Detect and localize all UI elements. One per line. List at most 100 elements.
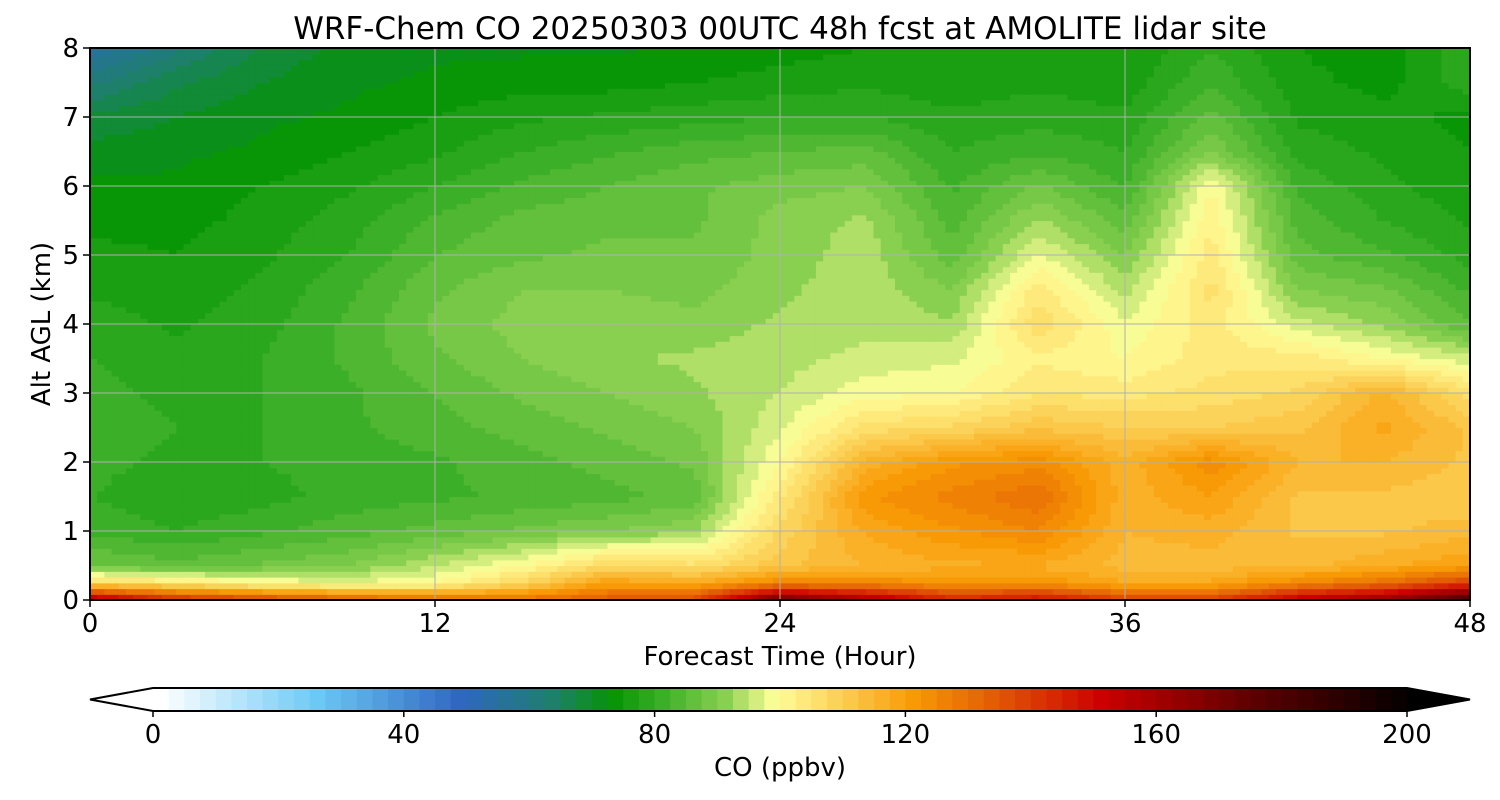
contour-cell	[1053, 462, 1061, 468]
contour-cell	[1269, 479, 1277, 485]
contour-cell	[1017, 474, 1025, 480]
contour-cell	[737, 548, 745, 554]
contour-cell	[421, 554, 429, 560]
contour-cell	[485, 451, 493, 457]
contour-cell	[435, 508, 443, 514]
contour-cell	[1420, 514, 1428, 520]
contour-cell	[622, 474, 630, 480]
contour-cell	[1211, 508, 1219, 514]
contour-cell	[1441, 577, 1449, 583]
contour-cell	[1096, 583, 1104, 589]
contour-cell	[370, 479, 378, 485]
contour-cell	[1103, 468, 1111, 474]
contour-cell	[636, 537, 644, 543]
contour-cell	[457, 502, 465, 508]
contour-cell	[615, 577, 623, 583]
contour-cell	[888, 502, 896, 508]
contour-cell	[356, 474, 364, 480]
contour-cell	[996, 502, 1004, 508]
contour-cell	[421, 497, 429, 503]
contour-cell	[608, 468, 616, 474]
contour-cell	[126, 548, 134, 554]
contour-cell	[974, 497, 982, 503]
contour-cell	[543, 502, 551, 508]
contour-cell	[270, 520, 278, 526]
contour-cell	[1276, 566, 1284, 572]
contour-cell	[1075, 577, 1083, 583]
contour-cell	[1111, 520, 1119, 526]
contour-cell	[758, 548, 766, 554]
contour-cell	[1168, 468, 1176, 474]
contour-cell	[126, 566, 134, 572]
contour-cell	[392, 577, 400, 583]
contour-cell	[1405, 548, 1413, 554]
contour-cell	[1341, 548, 1349, 554]
contour-cell	[198, 531, 206, 537]
contour-cell	[1082, 537, 1090, 543]
contour-cell	[270, 502, 278, 508]
contour-cell	[1147, 589, 1155, 595]
contour-cell	[248, 508, 256, 514]
contour-cell	[924, 468, 932, 474]
contour-cell	[1405, 508, 1413, 514]
contour-cell	[909, 502, 917, 508]
contour-cell	[227, 548, 235, 554]
contour-cell	[1341, 537, 1349, 543]
contour-cell	[1290, 571, 1298, 577]
contour-cell	[435, 543, 443, 549]
contour-cell	[564, 548, 572, 554]
contour-cell	[169, 537, 177, 543]
contour-cell	[327, 548, 335, 554]
contour-cell	[370, 514, 378, 520]
contour-cell	[1003, 548, 1011, 554]
contour-cell	[615, 485, 623, 491]
contour-cell	[1211, 468, 1219, 474]
contour-cell	[255, 566, 263, 572]
contour-cell	[1147, 560, 1155, 566]
contour-cell	[909, 531, 917, 537]
contour-cell	[543, 520, 551, 526]
contour-cell	[974, 474, 982, 480]
contour-cell	[148, 485, 156, 491]
contour-cell	[564, 514, 572, 520]
contour-cell	[830, 508, 838, 514]
contour-cell	[1197, 583, 1205, 589]
contour-cell	[227, 583, 235, 589]
contour-cell	[1247, 571, 1255, 577]
contour-cell	[1024, 491, 1032, 497]
contour-cell	[960, 497, 968, 503]
contour-cell	[478, 514, 486, 520]
contour-cell	[859, 531, 867, 537]
contour-cell	[234, 502, 242, 508]
contour-cell	[1434, 566, 1442, 572]
contour-cell	[953, 560, 961, 566]
contour-cell	[787, 514, 795, 520]
contour-cell	[881, 583, 889, 589]
contour-cell	[816, 468, 824, 474]
contour-cell	[1068, 543, 1076, 549]
contour-cell	[1283, 520, 1291, 526]
contour-cell	[442, 479, 450, 485]
contour-cell	[751, 548, 759, 554]
contour-cell	[931, 451, 939, 457]
contour-cell	[449, 497, 457, 503]
contour-cell	[1197, 554, 1205, 560]
contour-cell	[1096, 485, 1104, 491]
contour-cell	[1341, 531, 1349, 537]
contour-cell	[442, 548, 450, 554]
contour-cell	[881, 485, 889, 491]
contour-cell	[622, 571, 630, 577]
contour-cell	[687, 560, 695, 566]
contour-cell	[1398, 502, 1406, 508]
contour-cell	[1405, 560, 1413, 566]
contour-cell	[277, 543, 285, 549]
contour-cell	[694, 537, 702, 543]
contour-cell	[1434, 560, 1442, 566]
contour-cell	[449, 485, 457, 491]
contour-cell	[133, 577, 141, 583]
contour-cell	[557, 583, 565, 589]
contour-cell	[1233, 554, 1241, 560]
contour-cell	[385, 589, 393, 595]
contour-cell	[1154, 554, 1162, 560]
contour-cell	[931, 462, 939, 468]
